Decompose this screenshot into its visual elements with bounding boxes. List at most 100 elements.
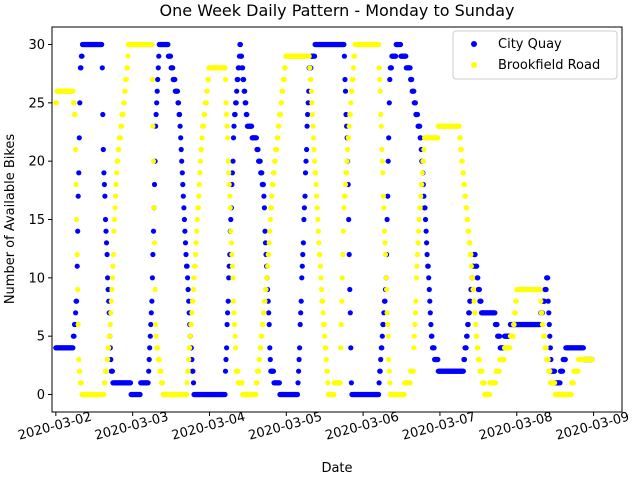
data-point	[182, 228, 188, 234]
data-point	[149, 298, 155, 304]
y-tick-label: 20	[28, 155, 45, 170]
data-point	[118, 123, 125, 129]
data-point	[337, 380, 343, 386]
data-point	[107, 321, 113, 328]
data-point	[277, 111, 283, 118]
data-point	[158, 368, 164, 374]
data-point	[417, 123, 423, 129]
data-point	[151, 181, 158, 188]
data-point	[312, 158, 318, 164]
data-point	[148, 310, 154, 316]
data-point	[316, 240, 322, 246]
data-point	[411, 333, 417, 339]
data-point	[184, 263, 190, 269]
data-point	[377, 368, 383, 374]
data-point	[146, 368, 152, 374]
data-point	[222, 368, 229, 374]
data-point	[546, 310, 552, 316]
data-point	[187, 333, 193, 339]
data-point	[426, 275, 432, 281]
data-point	[187, 345, 193, 351]
data-point	[379, 333, 385, 339]
data-point	[425, 263, 431, 269]
data-point	[267, 345, 273, 351]
data-point	[75, 321, 81, 328]
data-point	[323, 345, 329, 351]
data-point	[382, 298, 388, 304]
data-point	[424, 240, 430, 246]
data-point	[190, 368, 196, 374]
data-point	[543, 286, 549, 293]
data-point	[419, 170, 425, 176]
data-point	[462, 193, 469, 199]
data-point	[580, 345, 587, 351]
data-point	[109, 275, 115, 281]
data-point	[350, 76, 356, 83]
data-point	[496, 368, 502, 374]
data-point	[177, 111, 183, 118]
data-point	[470, 286, 477, 293]
data-point	[154, 100, 160, 106]
y-tick-label: 15	[28, 213, 45, 228]
series-brookfield-road	[53, 41, 595, 398]
data-point	[165, 41, 171, 48]
data-point	[545, 275, 551, 281]
data-point	[309, 111, 315, 118]
data-point	[101, 170, 107, 176]
data-point	[109, 286, 115, 293]
data-point	[235, 368, 241, 374]
data-point	[428, 321, 434, 328]
data-point	[240, 65, 246, 71]
legend-label-brookfield-road: Brookfield Road	[498, 58, 600, 73]
data-point	[110, 263, 116, 269]
data-point	[403, 53, 409, 59]
data-point	[102, 193, 108, 199]
data-point	[74, 263, 80, 269]
data-point	[348, 100, 354, 106]
data-point	[78, 65, 84, 71]
data-point	[196, 193, 202, 199]
data-point	[175, 100, 182, 106]
data-point	[224, 123, 230, 129]
data-point	[461, 356, 468, 363]
data-point	[378, 356, 384, 363]
data-point	[261, 205, 267, 211]
y-tick-label: 10	[28, 271, 45, 286]
data-point	[385, 158, 391, 164]
data-point	[427, 310, 433, 316]
y-tick-label: 0	[37, 388, 45, 403]
data-point	[183, 251, 189, 258]
data-point	[466, 310, 472, 316]
data-point	[465, 216, 471, 223]
data-point	[407, 65, 413, 71]
data-point	[380, 321, 386, 328]
data-point	[476, 286, 482, 293]
data-point	[181, 205, 187, 211]
data-point	[266, 310, 272, 316]
data-point	[149, 41, 155, 48]
y-tick-label: 25	[28, 96, 45, 111]
data-point	[190, 380, 197, 386]
data-point	[74, 216, 80, 223]
data-point	[552, 380, 558, 386]
data-point	[223, 356, 229, 363]
data-point	[249, 123, 255, 129]
data-point	[401, 391, 407, 398]
data-point	[149, 76, 155, 83]
data-point	[226, 181, 232, 188]
data-point	[197, 170, 203, 176]
data-point	[188, 321, 194, 328]
data-point	[153, 321, 159, 328]
legend: City Quay Brookfield Road	[452, 30, 618, 80]
data-point	[230, 275, 236, 281]
data-point	[458, 146, 464, 153]
data-point	[259, 170, 265, 176]
data-point	[338, 321, 344, 328]
data-point	[301, 216, 307, 223]
data-point	[113, 193, 119, 199]
data-point	[224, 111, 230, 118]
data-point	[145, 380, 151, 386]
data-point	[180, 181, 186, 188]
data-point	[153, 333, 159, 339]
